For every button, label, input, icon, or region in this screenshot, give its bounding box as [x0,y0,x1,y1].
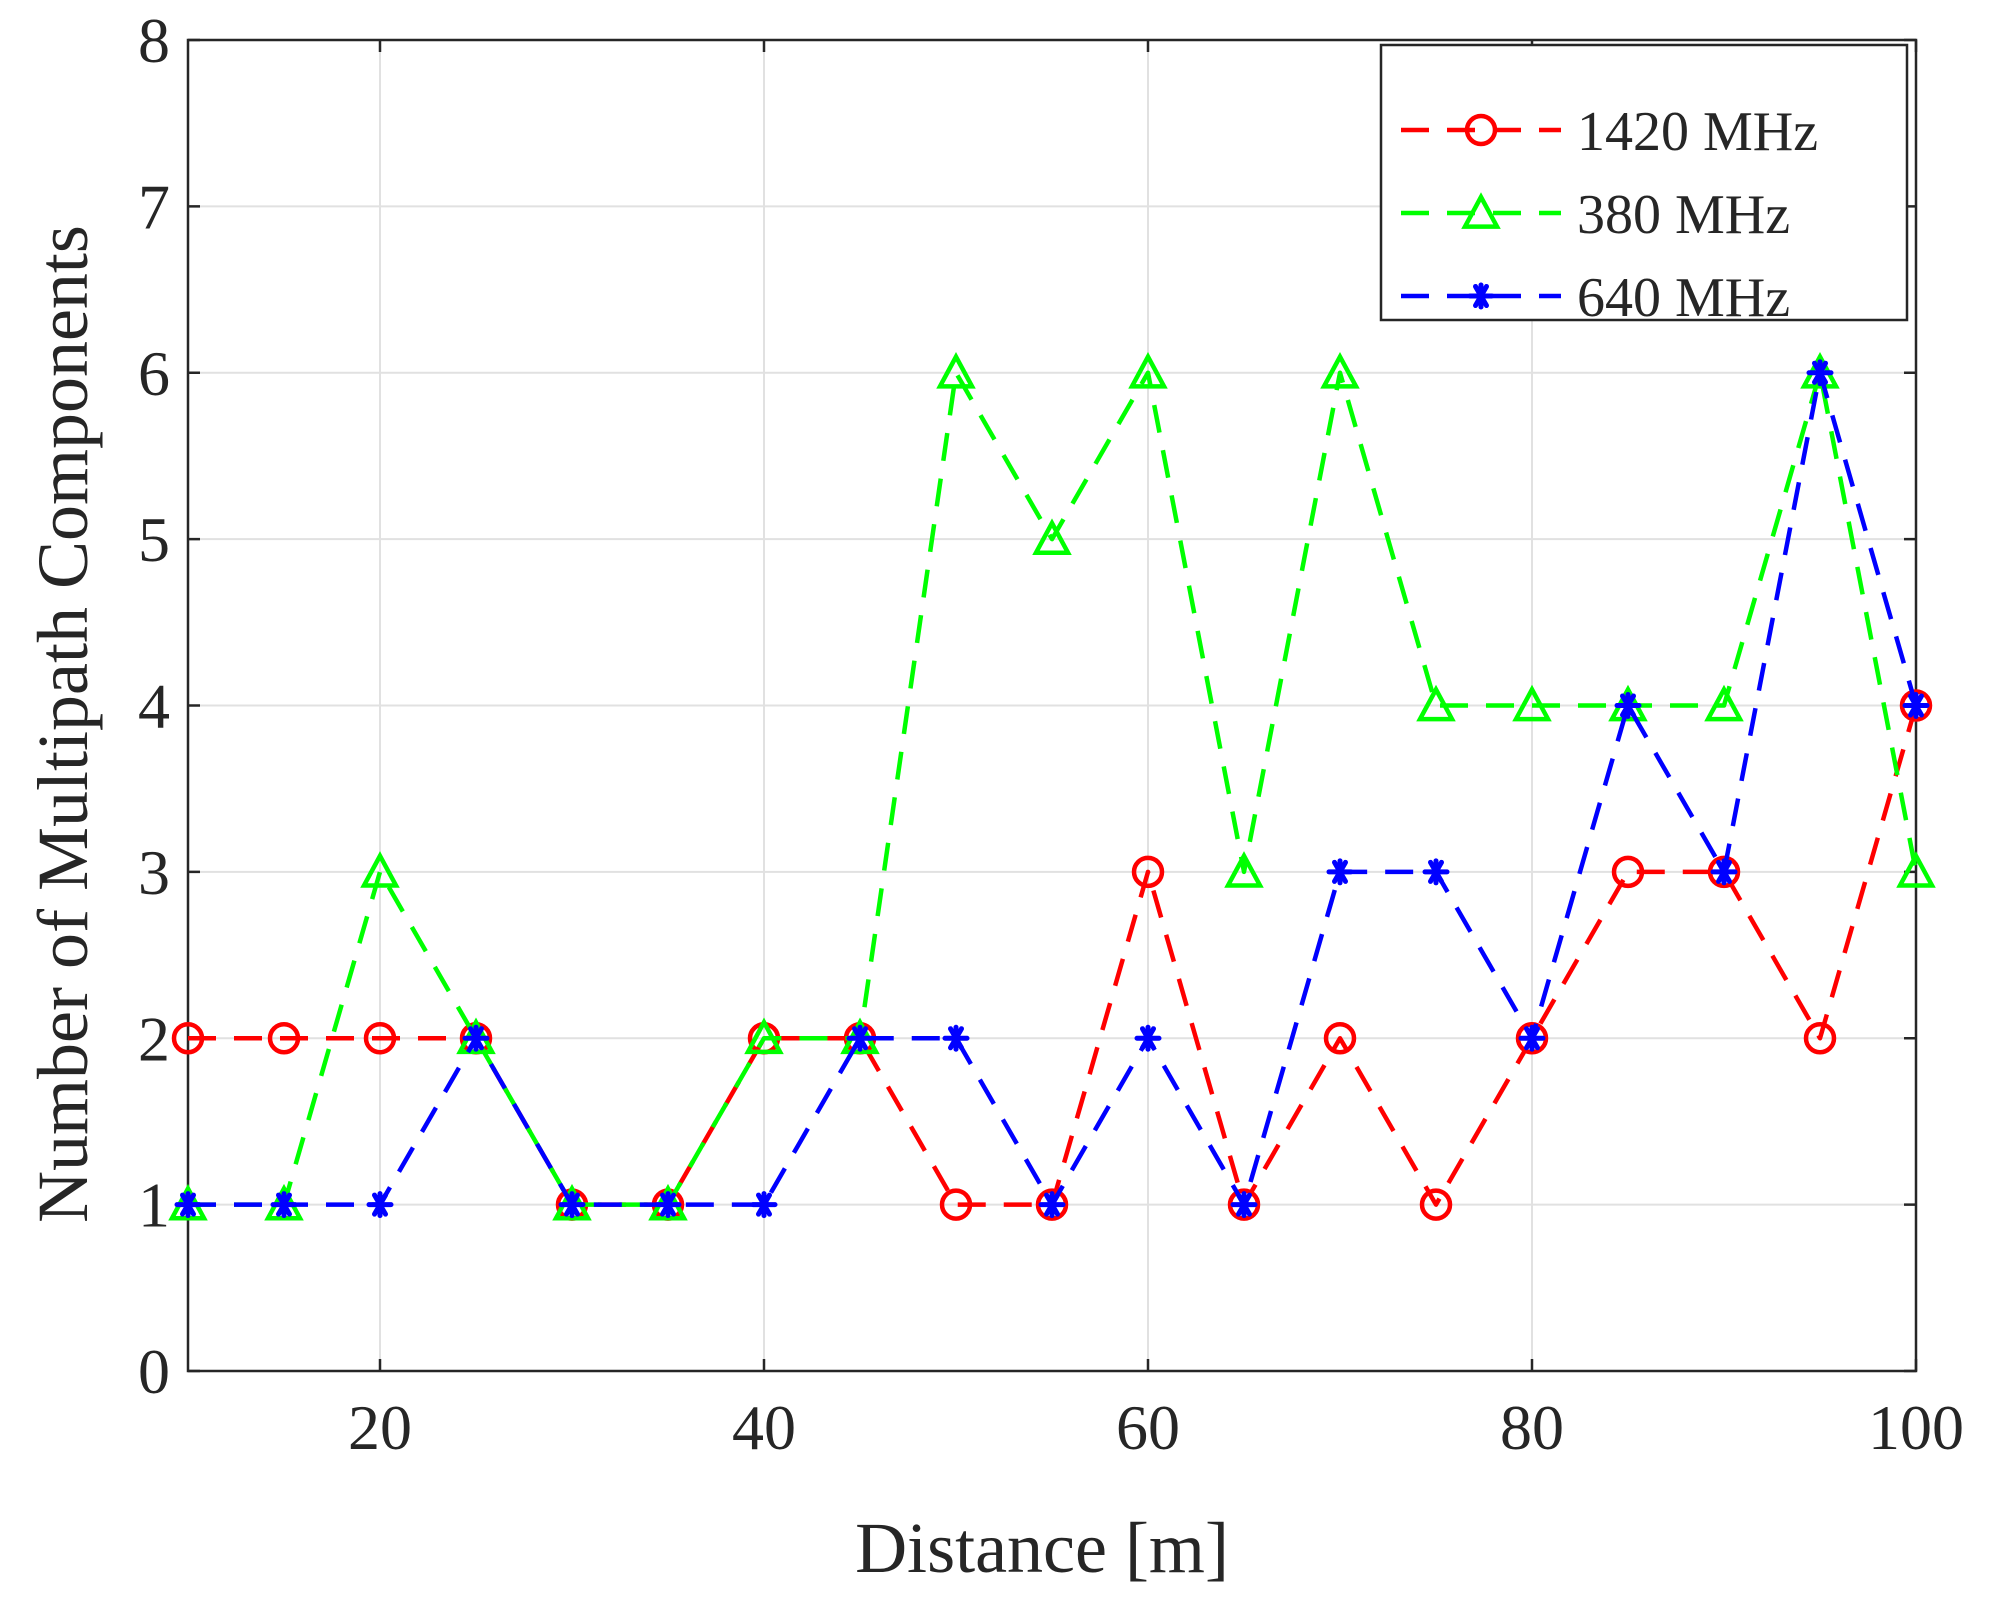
data-point-380-mhz [1512,684,1552,722]
data-point-380-mhz [360,851,400,888]
data-point-380-mhz [1416,684,1456,722]
y-tick-label: 1 [138,1170,170,1241]
data-point-380-mhz [1896,851,1936,888]
data-point-640-mhz [1422,858,1450,886]
x-tick-label: 80 [1500,1392,1564,1463]
data-point-1420-mhz [1611,855,1645,889]
x-tick-label: 100 [1868,1392,1964,1463]
legend-label-640-mhz: 640 MHz [1577,267,1790,329]
legend-marker-380-mhz [1461,192,1501,229]
data-point-640-mhz [1806,359,1834,387]
y-tick-label: 7 [138,171,170,242]
data-point-1420-mhz [267,1022,301,1055]
data-point-1420-mhz [1707,855,1741,889]
data-point-380-mhz [1032,518,1072,555]
data-point-1420-mhz [1419,1188,1453,1221]
y-tick-label: 4 [138,671,170,742]
data-point-640-mhz [1710,858,1738,886]
data-point-1420-mhz [171,1022,205,1055]
y-tick-label: 2 [138,1003,170,1074]
data-point-640-mhz [366,1191,394,1219]
data-point-640-mhz [462,1024,490,1052]
data-point-380-mhz [1320,352,1360,389]
data-point-640-mhz [1518,1024,1546,1052]
data-point-640-mhz [1326,858,1354,886]
y-tick-label: 3 [138,837,170,908]
data-point-1420-mhz [1803,1022,1837,1055]
data-point-380-mhz [1128,352,1168,389]
data-point-640-mhz [654,1191,682,1219]
x-tick-label: 60 [1116,1392,1180,1463]
y-tick-label: 0 [138,1336,170,1407]
x-axis-title: Distance [m] [855,1508,1229,1588]
legend-marker-1420-mhz [1464,113,1498,147]
y-tick-label: 8 [138,5,170,76]
data-point-640-mhz [846,1024,874,1052]
data-point-1420-mhz [1035,1188,1069,1221]
series-640-mhz [174,359,1930,1219]
y-axis-title: Number of Multipath Components [23,225,103,1223]
data-point-640-mhz [1038,1191,1066,1219]
data-point-380-mhz [936,352,976,389]
tick-labels: 20 40 60 80 100 0 1 2 3 4 5 6 7 8 [138,5,1964,1463]
data-point-640-mhz [270,1191,298,1219]
legend-marker-640-mhz [1467,282,1495,310]
data-point-1420-mhz [1515,1022,1549,1055]
data-point-640-mhz [942,1024,970,1052]
data-point-640-mhz [1614,692,1642,719]
y-tick-label: 6 [138,338,170,409]
data-point-640-mhz [174,1191,202,1219]
legend-box [1379,43,1909,322]
data-point-380-mhz [744,1017,784,1055]
data-point-640-mhz [1134,1024,1162,1052]
legend-label-1420-mhz: 1420 MHz [1577,101,1818,163]
data-point-640-mhz [1902,692,1930,719]
data-point-380-mhz [1224,851,1264,888]
series-layer [168,352,1936,1221]
data-point-1420-mhz [363,1022,397,1055]
data-point-640-mhz [750,1191,778,1219]
legend-label-380-mhz: 380 MHz [1577,184,1790,246]
data-point-1420-mhz [1227,1188,1261,1221]
data-point-1420-mhz [1131,855,1165,889]
data-point-1420-mhz [939,1188,973,1221]
data-point-1420-mhz [1899,689,1933,722]
data-point-380-mhz [1704,684,1744,722]
data-point-640-mhz [1230,1191,1258,1219]
legend: 1420 MHz 380 MHz 640 MHz [1379,43,1909,329]
x-tick-label: 40 [732,1392,796,1463]
data-point-1420-mhz [1323,1022,1357,1055]
y-tick-label: 5 [138,504,170,575]
x-tick-label: 20 [348,1392,412,1463]
data-point-640-mhz [558,1191,586,1219]
